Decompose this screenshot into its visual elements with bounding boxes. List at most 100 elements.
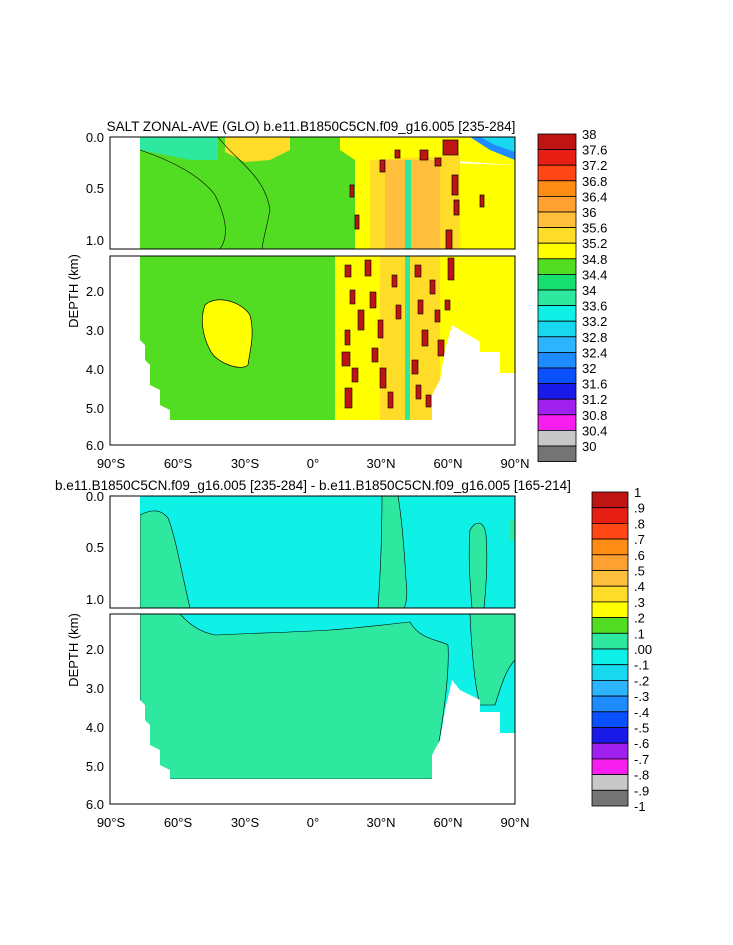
colorbar-box	[537, 445, 577, 463]
colorbar-box	[537, 180, 577, 197]
colorbar-box	[591, 601, 629, 619]
xtick-60S: 60°S	[164, 815, 193, 830]
colorbar-label: 34.4	[582, 267, 607, 282]
field-land-arctic	[432, 325, 515, 420]
salinity-lower-field	[110, 256, 515, 445]
xtick-60N: 60°N	[433, 815, 462, 830]
xtick-30S: 30°S	[231, 456, 260, 471]
ytick-6.0: 6.0	[86, 797, 104, 812]
xtick-60S: 60°S	[164, 456, 193, 471]
colorbar-box	[591, 774, 629, 791]
ytick-0.0: 0.0	[86, 130, 104, 145]
colorbar-label: 36.8	[582, 174, 607, 189]
colorbar-label: 37.2	[582, 158, 607, 173]
contour-34.8-mid	[217, 137, 271, 249]
colorbar-box	[591, 523, 629, 540]
ytick-3.0: 3.0	[86, 681, 104, 696]
colorbar-box	[537, 133, 577, 151]
salinity-panel: SALT ZONAL-AVE (GLO) b.e11.B1850C5CN.f09…	[66, 119, 607, 471]
salinity-upper-field	[110, 137, 515, 249]
colorbar-label: 37.6	[582, 143, 607, 158]
xtick-90S: 90°S	[97, 456, 126, 471]
colorbar-box	[591, 742, 629, 760]
ytick-4.0: 4.0	[86, 362, 104, 377]
colorbar-box	[537, 242, 577, 260]
difference-yticks: 0.0 0.5 1.0 2.0 3.0 4.0 5.0 6.0	[86, 489, 104, 812]
colorbar-label: -.6	[634, 736, 649, 751]
colorbar-box	[591, 664, 629, 681]
colorbar-label: 30.4	[582, 423, 607, 438]
colorbar-label: -1	[634, 799, 646, 814]
colorbar-box	[537, 336, 577, 353]
field-mediterranean-outflow	[349, 139, 485, 249]
field-diff-70n-pos	[468, 522, 488, 608]
salinity-yticks: 0.0 0.5 1.0 2.0 3.0 4.0 5.0 6.0	[86, 130, 104, 453]
xtick-90S: 90°S	[97, 815, 126, 830]
difference-title: b.e11.B1850C5CN.f09_g16.005 [235-284] - …	[55, 478, 571, 493]
ytick-1.0: 1.0	[86, 592, 104, 607]
difference-upper-field	[110, 496, 515, 608]
field-green-mid	[140, 150, 290, 249]
ytick-2.0: 2.0	[86, 642, 104, 657]
difference-colorbar: 1.9.8.7.6.5.4.3.2.1.00-.1-.2-.3-.4-.5-.6…	[591, 485, 652, 814]
field-deep-highs	[341, 257, 455, 409]
xtick-30N: 30°N	[366, 456, 395, 471]
colorbar-label: .2	[634, 611, 645, 626]
field-diff-south-pos	[139, 510, 191, 608]
colorbar-box	[591, 711, 629, 728]
colorbar-box	[591, 554, 629, 571]
colorbar-box	[537, 273, 577, 291]
colorbar-box	[537, 258, 577, 275]
colorbar-label: 34	[582, 283, 596, 298]
colorbar-box	[591, 491, 629, 509]
colorbar-label: 33.6	[582, 299, 607, 314]
field-34.0	[140, 137, 218, 160]
ytick-3.0: 3.0	[86, 323, 104, 338]
colorbar-label: 36.4	[582, 189, 607, 204]
field-diff-land-arctic	[432, 680, 515, 779]
salinity-lower-frame	[109, 255, 516, 446]
colorbar-box	[591, 632, 629, 650]
colorbar-box	[591, 538, 629, 556]
colorbar-box	[537, 211, 577, 229]
colorbar-label: .1	[634, 626, 645, 641]
field-diff-pos-lower	[139, 614, 449, 780]
colorbar-box	[537, 351, 577, 369]
colorbar-label: .00	[634, 642, 652, 657]
colorbar-label: -.5	[634, 721, 649, 736]
salinity-colorbar: 3837.637.236.836.43635.635.234.834.43433…	[537, 127, 607, 463]
colorbar-box	[591, 695, 629, 713]
colorbar-label: 36	[582, 205, 596, 220]
colorbar-box	[537, 289, 577, 307]
colorbar-box	[537, 227, 577, 244]
salinity-upper-frame	[109, 136, 516, 250]
colorbar-label: -.2	[634, 673, 649, 688]
ytick-0.5: 0.5	[86, 540, 104, 555]
colorbar-label: 31.2	[582, 392, 607, 407]
colorbar-label: 35.2	[582, 236, 607, 251]
colorbar-label: -.1	[634, 658, 649, 673]
colorbar-label: -.9	[634, 783, 649, 798]
colorbar-label: .7	[634, 532, 645, 547]
xtick-90N: 90°N	[500, 815, 529, 830]
xtick-60N: 60°N	[433, 456, 462, 471]
xtick-0: 0°	[307, 815, 319, 830]
colorbar-box	[537, 429, 577, 447]
xtick-30N: 30°N	[366, 815, 395, 830]
colorbar-box	[537, 149, 577, 166]
colorbar-box	[537, 398, 577, 416]
colorbar-box	[591, 570, 629, 587]
colorbar-label: 30.8	[582, 408, 607, 423]
difference-lower-frame	[109, 613, 516, 805]
colorbar-label: .5	[634, 564, 645, 579]
colorbar-label: 32.8	[582, 330, 607, 345]
colorbar-label: .8	[634, 516, 645, 531]
field-diff-pos-arctic	[469, 614, 515, 706]
colorbar-label: -.3	[634, 689, 649, 704]
field-diff-land-bottom	[180, 779, 515, 804]
colorbar-label: 35.6	[582, 221, 607, 236]
ytick-5.0: 5.0	[86, 401, 104, 416]
colorbar-box	[591, 789, 629, 807]
colorbar-box	[537, 164, 577, 182]
ytick-4.0: 4.0	[86, 720, 104, 735]
